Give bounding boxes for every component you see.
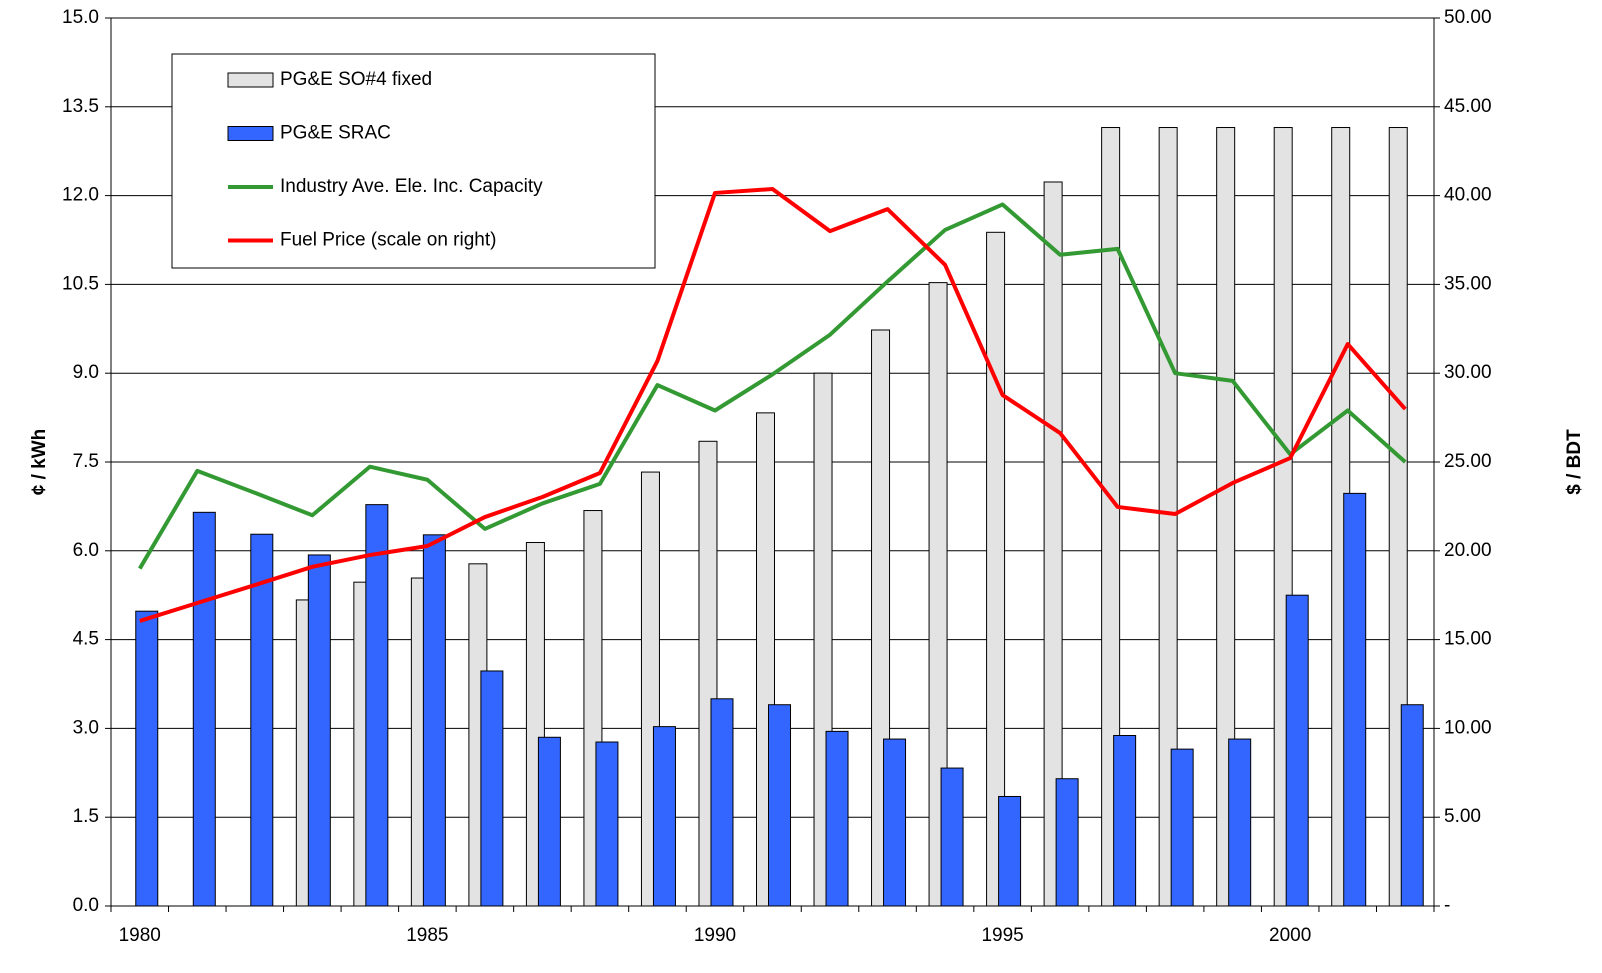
bar xyxy=(883,738,907,907)
bar xyxy=(1228,738,1252,907)
bar xyxy=(1101,127,1121,907)
y2-tick-label: 25.00 xyxy=(1444,451,1492,472)
bar xyxy=(1285,594,1309,907)
y-axis-label: ¢ / kWh xyxy=(29,429,50,496)
y-tick-label: 15.0 xyxy=(62,7,99,28)
y-tick-label: 3.0 xyxy=(73,717,99,738)
bar xyxy=(1170,748,1194,907)
legend-label: Industry Ave. Ele. Inc. Capacity xyxy=(280,176,543,197)
bar xyxy=(422,534,446,907)
bar xyxy=(1158,127,1178,907)
bar xyxy=(595,741,619,907)
bar xyxy=(928,282,948,907)
y2-tick-label: 50.00 xyxy=(1444,7,1492,28)
y-tick-label: 12.0 xyxy=(62,185,99,206)
bar xyxy=(1216,127,1236,907)
y-tick-label: 0.0 xyxy=(73,895,99,916)
x-tick-label: 1990 xyxy=(694,925,736,946)
y2-tick-label: 30.00 xyxy=(1444,362,1492,383)
bar xyxy=(652,726,676,907)
y2-tick-label: 45.00 xyxy=(1444,96,1492,117)
bar xyxy=(710,698,734,907)
y-tick-label: 4.5 xyxy=(73,629,99,650)
bar xyxy=(1343,492,1367,907)
x-tick-label: 1980 xyxy=(119,925,161,946)
bar xyxy=(1055,778,1079,907)
legend-swatch xyxy=(227,126,274,141)
y2-tick-label: 10.00 xyxy=(1444,717,1492,738)
y-tick-label: 1.5 xyxy=(73,806,99,827)
bar xyxy=(307,554,331,907)
line xyxy=(138,202,1407,570)
y2-tick-label: 35.00 xyxy=(1444,273,1492,294)
y-tick-label: 6.0 xyxy=(73,540,99,561)
y2-tick-label: 40.00 xyxy=(1444,185,1492,206)
bar xyxy=(998,795,1022,907)
y-tick-label: 7.5 xyxy=(73,451,99,472)
line xyxy=(139,187,1407,623)
y2-tick-label: 5.00 xyxy=(1444,806,1481,827)
x-tick-label: 1985 xyxy=(406,925,448,946)
bar xyxy=(250,533,274,907)
bar xyxy=(768,704,791,907)
y-tick-label: 9.0 xyxy=(73,362,99,383)
legend-box xyxy=(171,53,656,269)
bar xyxy=(1043,181,1063,907)
legend-label: PG&E SRAC xyxy=(280,123,391,144)
y2-tick-label: 15.00 xyxy=(1444,629,1492,650)
y-tick-label: 10.5 xyxy=(62,273,99,294)
y2-tick-label: - xyxy=(1444,895,1450,916)
bar xyxy=(537,736,561,907)
legend-swatch xyxy=(227,72,274,88)
x-tick-label: 2000 xyxy=(1269,925,1311,946)
y-tick-label: 13.5 xyxy=(62,96,99,117)
legend-label: PG&E SO#4 fixed xyxy=(280,69,432,90)
bar xyxy=(986,231,1006,907)
x-tick-label: 1995 xyxy=(981,925,1023,946)
bar xyxy=(135,610,159,907)
bar xyxy=(480,670,504,907)
y2-tick-label: 20.00 xyxy=(1444,540,1492,561)
bar xyxy=(192,511,216,907)
y2-axis-label: $ / BDT xyxy=(1564,429,1585,495)
bar xyxy=(825,730,849,907)
bar xyxy=(940,767,964,907)
bar xyxy=(365,504,389,907)
bar xyxy=(1400,704,1424,907)
bar xyxy=(1113,735,1137,907)
legend-label: Fuel Price (scale on right) xyxy=(280,230,496,251)
